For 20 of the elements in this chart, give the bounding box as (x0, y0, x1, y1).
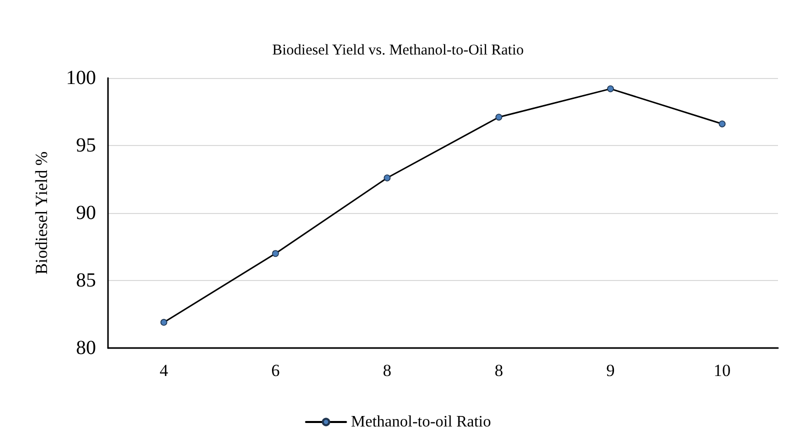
point (495, 114, 502, 121)
point (160, 318, 168, 326)
x-tick-label: 10 (714, 361, 731, 380)
point (607, 85, 614, 92)
point (718, 120, 726, 128)
x-tick-label: 6 (271, 361, 280, 380)
y-tick-label: 100 (66, 67, 96, 89)
y-tick-label: 90 (76, 202, 96, 224)
x-tick-label: 4 (160, 361, 169, 380)
legend-label: Methanol-to-oil Ratio (351, 414, 491, 430)
x-tick-label: 8 (494, 361, 504, 380)
x-tick-label: 8 (382, 361, 392, 380)
y-axis-title: Biodiesel Yield % (32, 151, 51, 275)
point (272, 250, 279, 257)
point (384, 174, 391, 182)
y-tick-label: 80 (76, 337, 96, 359)
chart-title: Biodiesel Yield vs. Methanol-to-Oil Ratio (272, 42, 524, 58)
x-tick-label: 9 (606, 361, 615, 380)
y-tick-label: 85 (76, 270, 96, 292)
y-tick-label: 95 (76, 134, 96, 156)
